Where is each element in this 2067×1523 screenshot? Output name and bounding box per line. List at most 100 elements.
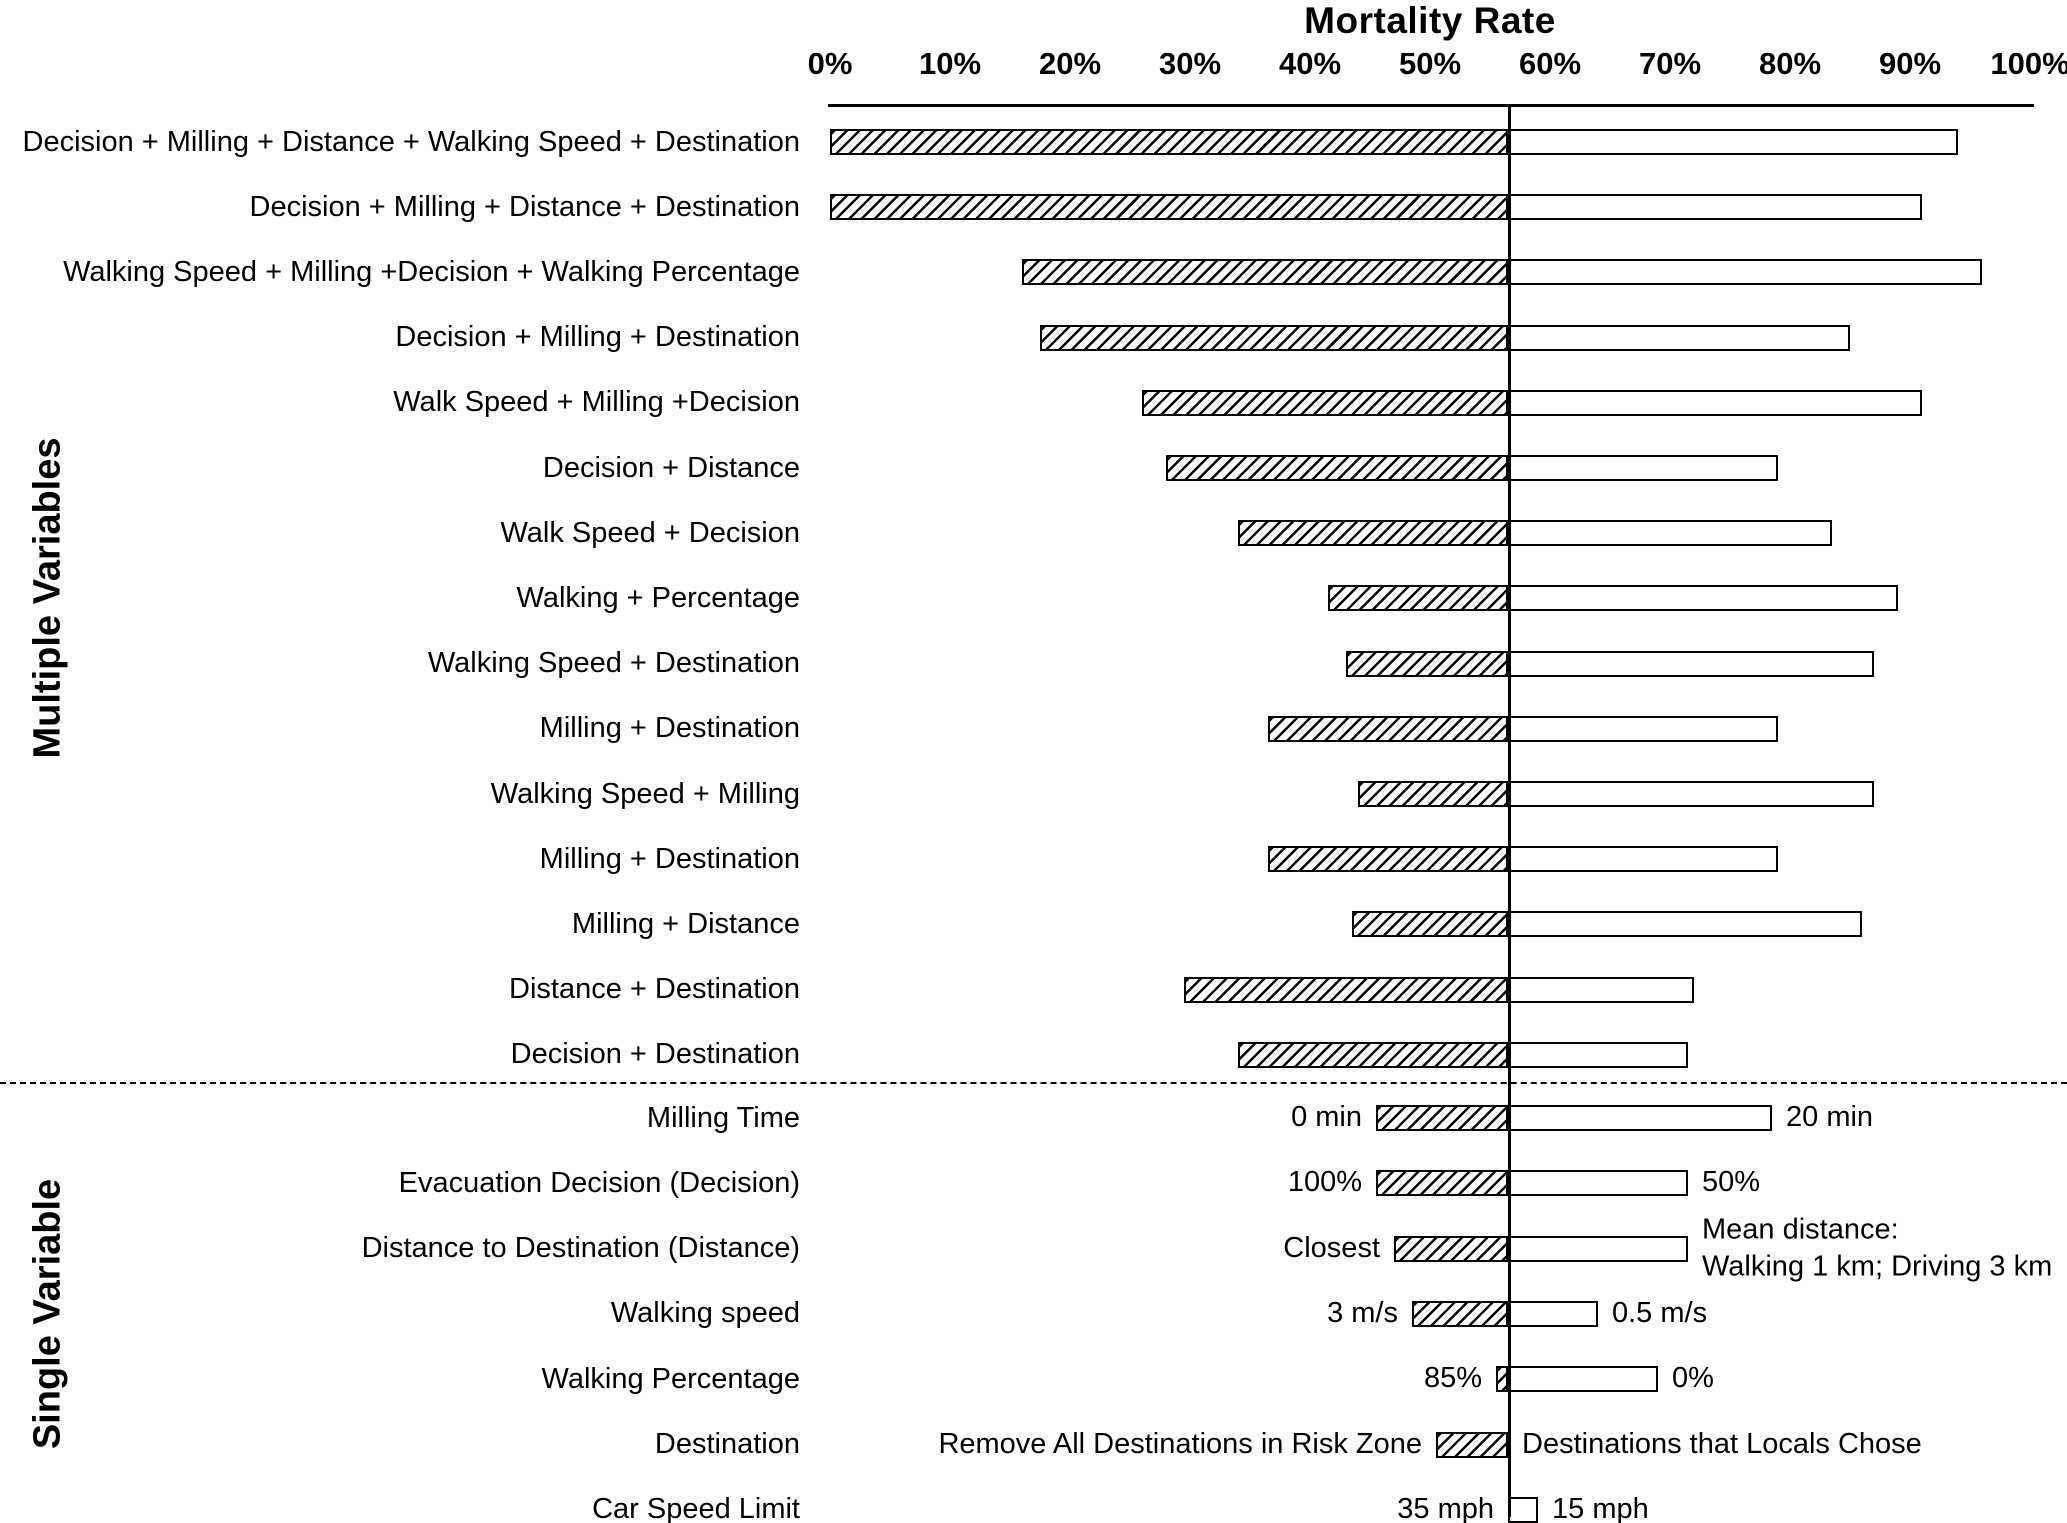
chart-row: Decision + Milling + Distance + Walking …: [0, 125, 2067, 158]
low-end-value-label: 35 mph: [1397, 1492, 1494, 1523]
high-bar-plain: [1508, 1366, 1658, 1393]
high-bar-plain: [1508, 781, 1874, 807]
row-label: Evacuation Decision (Decision): [398, 1166, 800, 1199]
high-bar-plain: [1508, 1170, 1688, 1197]
row-label: Walking Percentage: [541, 1362, 800, 1395]
high-bar-plain: [1508, 455, 1778, 481]
low-bar-hatched: [1358, 781, 1508, 807]
low-end-value-label: Closest: [1283, 1231, 1380, 1264]
row-label: Walking Speed + Milling +Decision + Walk…: [63, 255, 800, 288]
row-label: Decision + Destination: [510, 1038, 800, 1071]
row-label: Distance + Destination: [509, 973, 800, 1006]
baseline-line: [1508, 104, 1511, 1517]
row-label: Milling + Distance: [571, 907, 800, 940]
chart-row: Walking Speed + Milling +Decision + Walk…: [0, 255, 2067, 288]
chart-row: Milling + Destination: [0, 712, 2067, 745]
row-label: Walk Speed + Decision: [500, 516, 800, 549]
x-tick-label: 10%: [918, 46, 982, 81]
high-end-value-label: Mean distance: Walking 1 km; Driving 3 km: [1702, 1211, 2052, 1286]
chart-row: Milling Time 0 min 20 min: [0, 1101, 2067, 1134]
high-bar-plain: [1508, 194, 1922, 221]
low-end-value-label: Remove All Destinations in Risk Zone: [938, 1427, 1422, 1460]
high-bar-plain: [1508, 585, 1898, 612]
row-label: Walking + Percentage: [516, 581, 800, 614]
row-label: Walking Speed + Milling: [490, 777, 800, 810]
row-label: Decision + Milling + Distance + Walking …: [22, 125, 801, 158]
chart-row: Milling + Distance: [0, 907, 2067, 940]
chart-row: Distance + Destination: [0, 973, 2067, 1006]
high-end-value-label: 0%: [1672, 1362, 1714, 1395]
chart-row: Decision + Milling + Destination: [0, 321, 2067, 354]
chart-row: Walking speed 3 m/s 0.5 m/s: [0, 1297, 2067, 1330]
low-end-value-label: 85%: [1423, 1362, 1482, 1395]
high-end-value-label: 50%: [1702, 1166, 1761, 1199]
x-tick-label: 30%: [1158, 46, 1222, 81]
x-tick-label: 90%: [1878, 46, 1942, 81]
chart-row: Walk Speed + Decision: [0, 516, 2067, 549]
x-tick-label: 70%: [1638, 46, 1702, 81]
low-bar-hatched: [1376, 1105, 1508, 1131]
row-label: Decision + Milling + Distance + Destinat…: [249, 190, 800, 223]
row-label: Walking Speed + Destination: [427, 647, 800, 680]
row-label: Milling Time: [646, 1101, 800, 1134]
row-label: Walk Speed + Milling +Decision: [393, 386, 800, 419]
section-separator-line: [0, 1082, 2067, 1084]
chart-row: Decision + Distance: [0, 451, 2067, 484]
low-bar-hatched: [1142, 389, 1508, 416]
chart-row: Milling + Destination: [0, 843, 2067, 875]
high-end-value-label: 15 mph: [1552, 1492, 1649, 1523]
chart-row: Walking Speed + Milling: [0, 777, 2067, 810]
high-bar-plain: [1508, 129, 1958, 155]
chart-title: Mortality Rate: [1304, 0, 1556, 41]
high-end-value-label: 0.5 m/s: [1612, 1297, 1708, 1330]
high-bar-plain: [1508, 911, 1862, 938]
high-end-value-label: 20 min: [1786, 1101, 1874, 1134]
x-tick-label: 0%: [807, 46, 853, 81]
chart-row: Distance to Destination (Distance) Closes…: [0, 1213, 2067, 1283]
low-bar-hatched: [1184, 976, 1508, 1003]
chart-row: Evacuation Decision (Decision) 100% 50%: [0, 1166, 2067, 1199]
x-axis-line: [828, 104, 2034, 107]
x-tick-label: 20%: [1038, 46, 1102, 81]
row-label: Destination: [654, 1428, 800, 1460]
low-bar-hatched: [1496, 1366, 1508, 1393]
low-bar-hatched: [1346, 650, 1508, 677]
low-bar-hatched: [830, 129, 1508, 155]
section-label: Single Variable: [26, 1178, 69, 1450]
low-bar-hatched: [1040, 324, 1508, 351]
high-bar-plain: [1508, 259, 1982, 286]
high-bar-plain: [1508, 324, 1850, 351]
high-bar-plain: [1508, 1496, 1538, 1523]
high-bar-plain: [1508, 1235, 1688, 1262]
low-bar-hatched: [830, 194, 1508, 221]
high-bar-plain: [1508, 846, 1778, 873]
row-label: Decision + Distance: [542, 451, 800, 484]
x-tick-label: 50%: [1398, 46, 1462, 81]
high-bar-plain: [1508, 715, 1778, 742]
low-bar-hatched: [1436, 1431, 1508, 1458]
low-bar-hatched: [1376, 1170, 1508, 1197]
chart-row: Walking Speed + Destination: [0, 647, 2067, 680]
chart-row: Walking + Percentage: [0, 581, 2067, 614]
chart-row: Car Speed Limit 35 mph 15 mph: [0, 1493, 2067, 1523]
high-bar-plain: [1508, 976, 1694, 1003]
high-bar-plain: [1508, 389, 1922, 416]
high-end-value-label-line: Mean distance:: [1702, 1212, 1899, 1245]
row-label: Decision + Milling + Destination: [395, 321, 800, 354]
low-bar-hatched: [1022, 259, 1508, 286]
low-bar-hatched: [1352, 911, 1508, 938]
low-bar-hatched: [1268, 715, 1508, 742]
x-tick-label: 80%: [1758, 46, 1822, 81]
low-bar-hatched: [1268, 846, 1508, 873]
chart-row: Decision + Milling + Distance + Destinat…: [0, 190, 2067, 223]
row-label: Milling + Destination: [539, 712, 800, 745]
high-bar-plain: [1508, 1041, 1688, 1068]
high-end-value-label: Destinations that Locals Chose: [1522, 1427, 1922, 1460]
high-end-value-label-line: Walking 1 km; Driving 3 km: [1702, 1250, 2053, 1283]
chart-row: Decision + Destination: [0, 1038, 2067, 1071]
chart-row: Walking Percentage 85% 0%: [0, 1362, 2067, 1395]
row-label: Car Speed Limit: [592, 1493, 800, 1523]
high-bar-plain: [1508, 520, 1832, 547]
row-label: Walking speed: [610, 1297, 800, 1330]
